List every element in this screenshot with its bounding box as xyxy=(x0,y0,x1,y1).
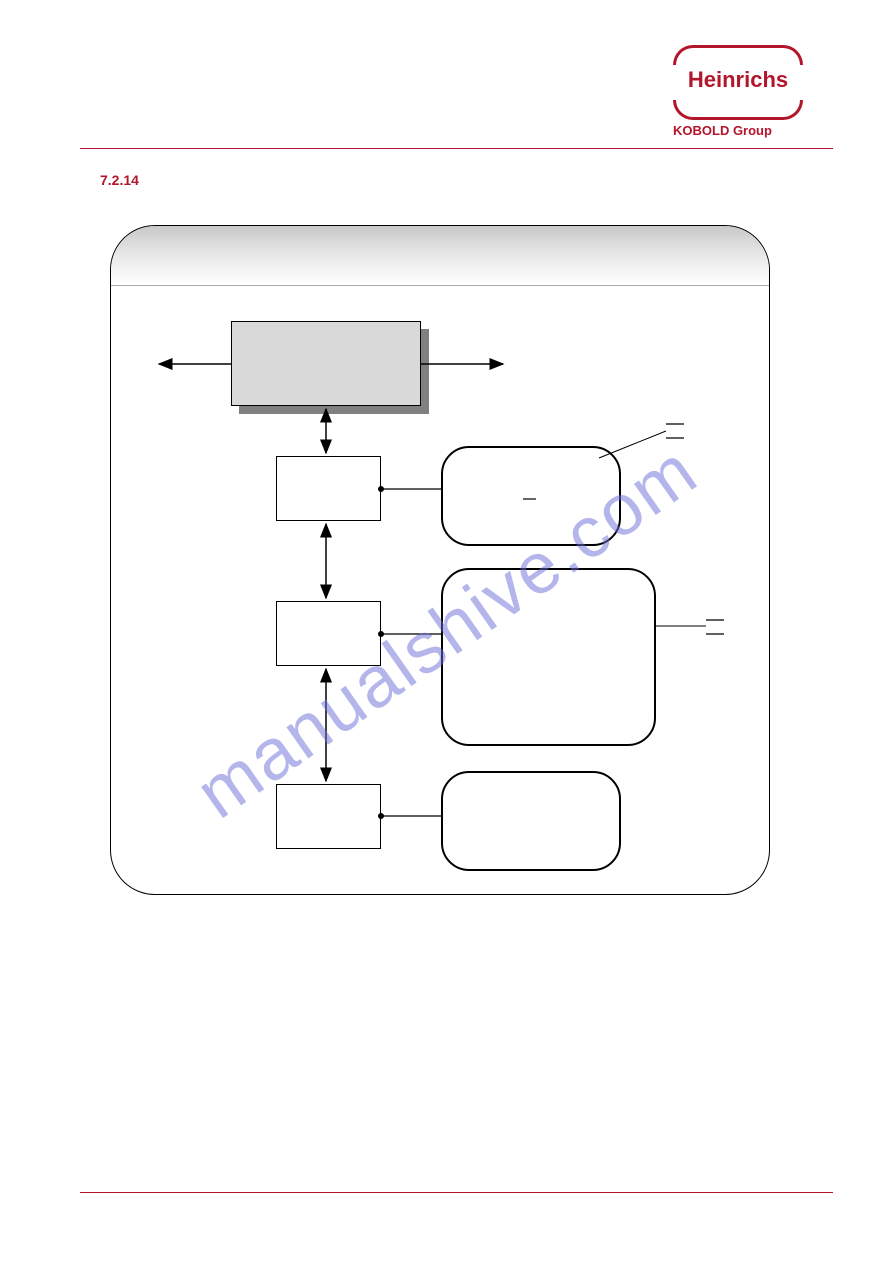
diagram-panel xyxy=(110,225,770,895)
flowchart-diagram xyxy=(110,225,770,895)
node-box-2 xyxy=(276,601,381,666)
detail-box-1 xyxy=(441,446,621,546)
logo-arc-top xyxy=(673,45,803,65)
logo-arc-bottom xyxy=(673,100,803,120)
logo-subtitle: KOBOLD Group xyxy=(673,123,772,138)
detail-box-3 xyxy=(441,771,621,871)
document-page: Heinrichs KOBOLD Group 7.2.14 xyxy=(0,0,893,1263)
panel-header-gradient xyxy=(111,226,769,286)
node-box-1 xyxy=(276,456,381,521)
footer-divider xyxy=(80,1192,833,1193)
heinrichs-logo: Heinrichs KOBOLD Group xyxy=(673,45,803,120)
node-box-3 xyxy=(276,784,381,849)
detail-box-2 xyxy=(441,568,656,746)
section-number: 7.2.14 xyxy=(100,172,139,188)
main-node xyxy=(231,321,421,406)
brand-logo-area: Heinrichs KOBOLD Group xyxy=(673,45,833,120)
logo-brand-name: Heinrichs xyxy=(673,67,803,93)
header-divider xyxy=(80,148,833,149)
